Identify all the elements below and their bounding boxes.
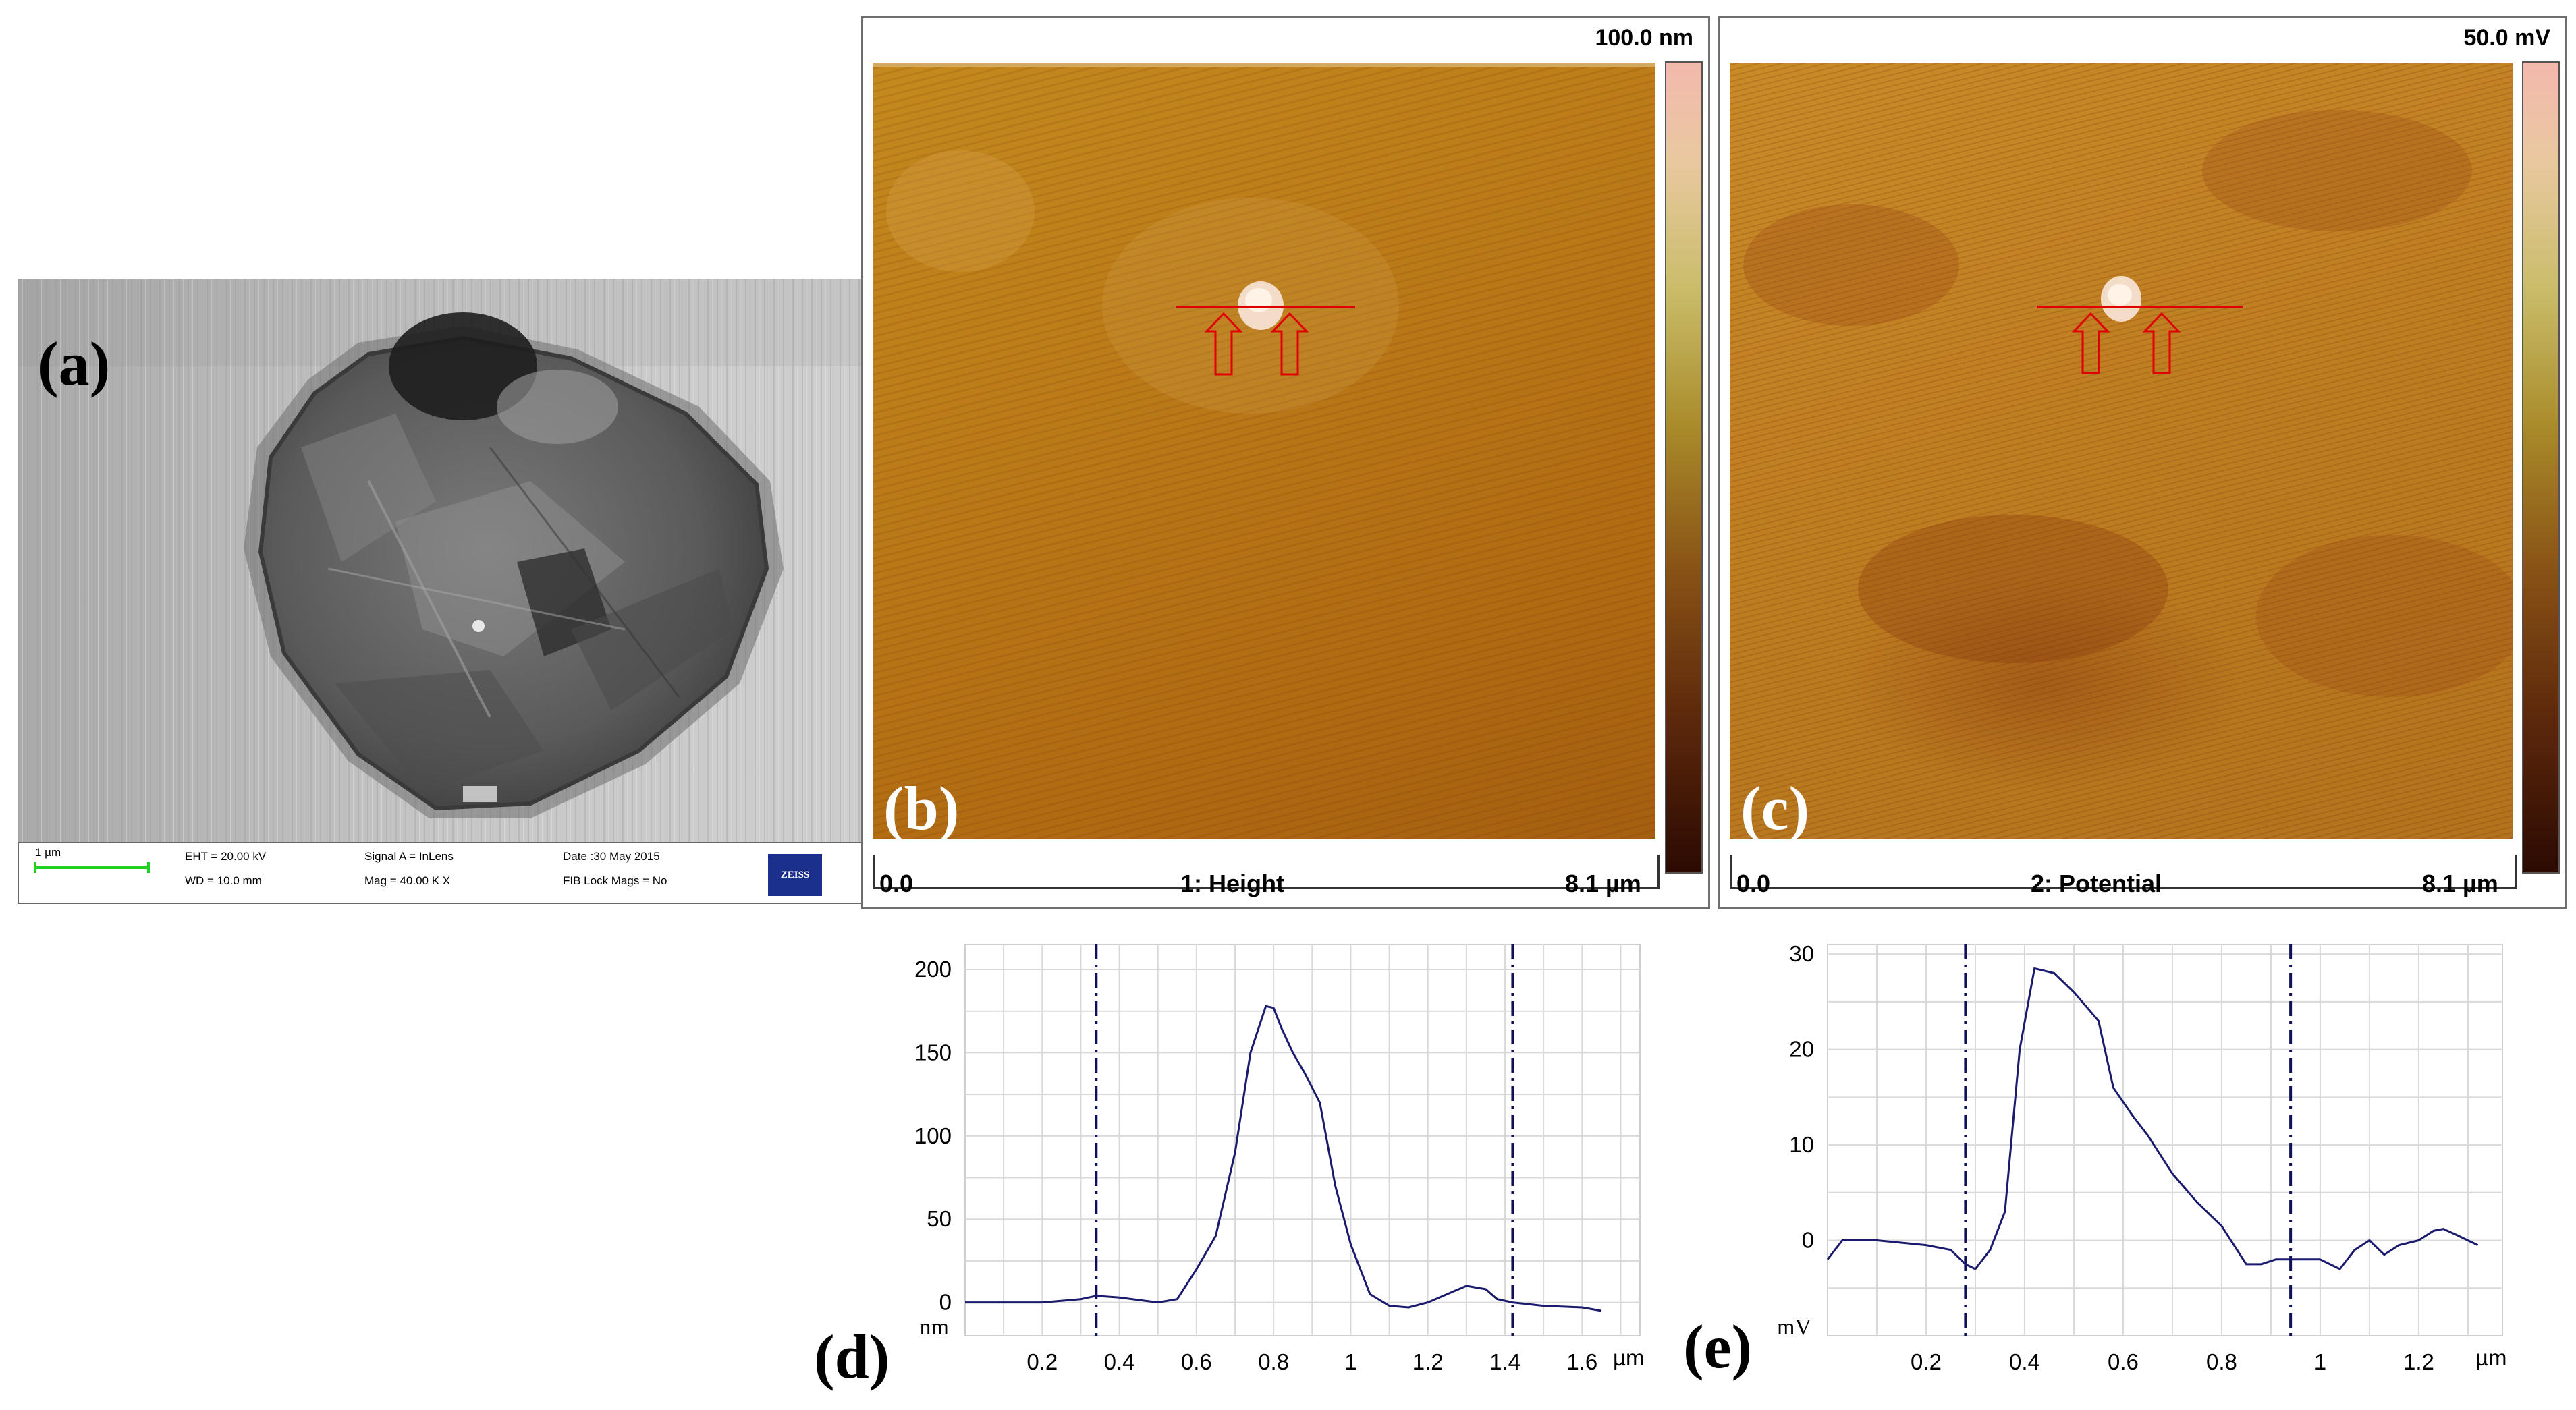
height-profile-xaxis-unit: µm <box>1613 1345 1645 1370</box>
height-profile-xtick-label: 1.6 <box>1566 1349 1597 1374</box>
sem-wd: WD = 10.0 mm <box>185 874 262 887</box>
height-profile-ytick-label: 50 <box>927 1206 952 1231</box>
afm-height-panel: 100.0 nm 0.0 1: Height 8.1 µm (b) <box>861 16 1710 909</box>
potential-profile-ytick-label: 10 <box>1789 1132 1814 1157</box>
potential-profile-ytick-label: 30 <box>1789 941 1814 966</box>
potential-profile-xtick-label: 0.6 <box>2108 1349 2139 1374</box>
afm-height-overlay <box>873 63 1655 414</box>
height-profile-xtick-label: 0.6 <box>1181 1349 1212 1374</box>
height-cursor-arrow-left <box>1204 312 1243 376</box>
afm-height-image <box>873 63 1655 839</box>
potential-profile-xaxis-unit: µm <box>2475 1345 2507 1370</box>
afm-potential-panel: 50.0 mV 0.0 2: Potential 8.1 µm (c) <box>1718 16 2567 909</box>
height-profile-chart: 0.2 0.4 0.6 0.8 1 1.2 1.4 1.6 0 50 100 150 200 µm nm <box>914 944 1645 1374</box>
sem-date: Date :30 May 2015 <box>563 850 660 863</box>
panel-label-a: (a) <box>38 329 111 398</box>
potential-profile-ytick-label: 20 <box>1789 1037 1814 1062</box>
height-scale-max: 100.0 nm <box>1595 25 1693 51</box>
height-axis-end: 8.1 µm <box>1565 870 1641 897</box>
height-profile-xtick-label: 0.4 <box>1104 1349 1135 1374</box>
sem-eht: EHT = 20.00 kV <box>185 850 267 863</box>
potential-axis-end: 8.1 µm <box>2422 870 2498 897</box>
sem-fib: FIB Lock Mags = No <box>563 874 667 887</box>
sem-panel: 1 µm EHT = 20.00 kV WD = 10.0 mm Signal … <box>18 279 862 904</box>
afm-potential-overlay <box>1743 110 2513 697</box>
potential-profile-chart: 0.2 0.4 0.6 0.8 1 1.2 0 10 20 30 µm mV <box>1777 941 2507 1374</box>
height-profile-ytick-label: 100 <box>914 1123 952 1148</box>
potential-cursor-arrow-right <box>2142 312 2181 374</box>
potential-scale-max: 50.0 mV <box>2463 25 2550 51</box>
sem-scalebar <box>34 862 150 873</box>
height-profile-ytick-label: 0 <box>939 1290 952 1315</box>
height-channel-label: 1: Height <box>1180 870 1285 897</box>
height-profile-xtick-label: 1 <box>1344 1349 1356 1374</box>
height-profile-xtick-label: 0.2 <box>1026 1349 1058 1374</box>
sem-micrograph-drawing <box>18 279 861 842</box>
zeiss-logo: ZEISS <box>768 854 822 896</box>
potential-profile-series-line <box>1826 967 2479 1270</box>
potential-axis-start: 0.0 <box>1736 870 1771 897</box>
potential-profile-plot-area <box>1827 944 2503 1336</box>
potential-cursor-arrow-left <box>2071 312 2110 374</box>
panel-label-c: (c) <box>1741 774 1810 843</box>
potential-profile-yaxis-unit: mV <box>1777 1315 1811 1340</box>
height-axis-start: 0.0 <box>879 870 914 897</box>
sem-info-bar: 1 µm EHT = 20.00 kV WD = 10.0 mm Signal … <box>18 842 862 904</box>
height-profile-xtick-label: 1.4 <box>1489 1349 1520 1374</box>
panel-label-d: (d) <box>814 1322 890 1391</box>
height-profile-xtick-label: 0.8 <box>1258 1349 1289 1374</box>
height-axis-box <box>873 855 1660 889</box>
potential-profile-xtick-label: 0.4 <box>2009 1349 2040 1374</box>
potential-profile-xtick-label: 1.2 <box>2403 1349 2434 1374</box>
potential-profile-ytick-label: 0 <box>1802 1228 1814 1253</box>
panel-label-e: (e) <box>1683 1312 1753 1381</box>
height-profile-ytick-label: 200 <box>914 957 952 982</box>
potential-profile-xtick-label: 1 <box>2314 1349 2326 1374</box>
height-profile-ytick-label: 150 <box>914 1040 952 1065</box>
potential-channel-label: 2: Potential <box>2031 870 2162 897</box>
potential-axis-box <box>1730 855 2517 889</box>
height-profile-plot-area <box>964 944 1641 1336</box>
sem-micrograph <box>18 279 861 842</box>
height-colorbar <box>1665 61 1703 874</box>
sem-mag: Mag = 40.00 K X <box>364 874 451 887</box>
potential-profile-xtick-label: 0.8 <box>2206 1349 2237 1374</box>
potential-colorbar <box>2522 61 2560 874</box>
height-profile-series-line <box>965 1005 1602 1312</box>
height-cursor-arrow-right <box>1270 312 1309 376</box>
sem-scalebar-label: 1 µm <box>35 846 61 859</box>
sem-signal: Signal A = InLens <box>364 850 454 863</box>
height-profile-xtick-label: 1.2 <box>1413 1349 1444 1374</box>
potential-profile-xtick-label: 0.2 <box>1911 1349 1942 1374</box>
panel-label-b: (b) <box>883 774 960 843</box>
height-profile-yaxis-unit: nm <box>920 1315 949 1340</box>
afm-potential-image <box>1730 63 2513 839</box>
